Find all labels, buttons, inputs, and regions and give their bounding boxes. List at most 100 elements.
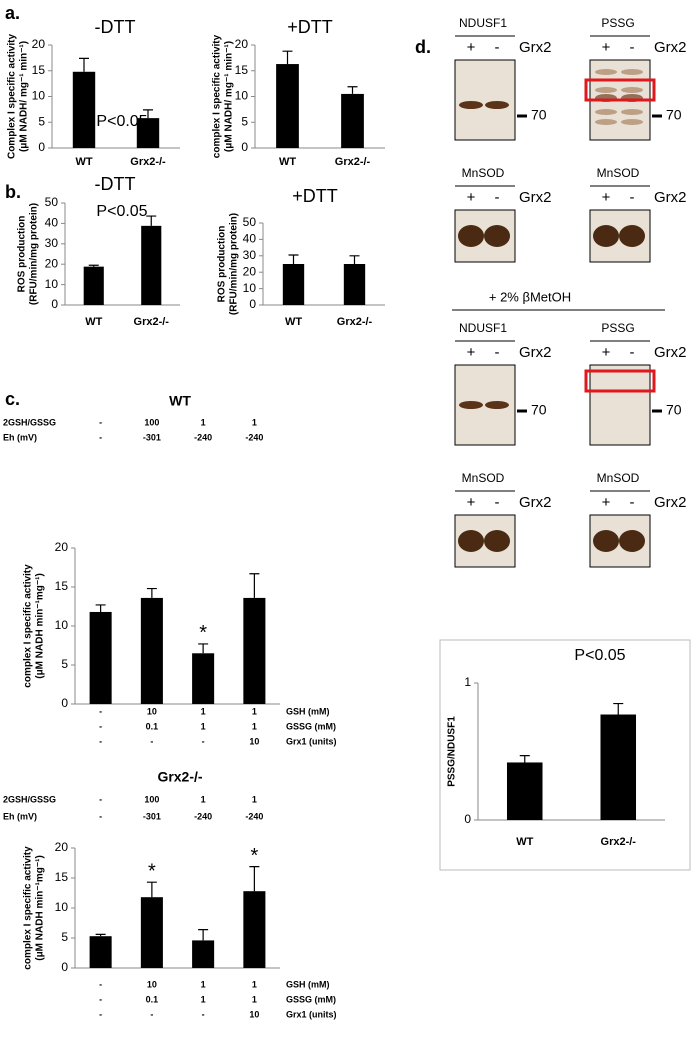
y-axis-label: (RFU/min/mg protein)	[229, 213, 240, 315]
y-tick-label: 0	[61, 696, 68, 710]
lane-label: -	[630, 39, 635, 56]
x-tick-label: Grx2-/-	[337, 316, 373, 328]
chart-title: +DTT	[287, 17, 333, 37]
band	[595, 87, 617, 93]
blot-label: MnSOD	[597, 471, 640, 485]
lane-label: -	[495, 344, 500, 361]
y-tick-label: 20	[243, 264, 257, 278]
y-axis-label: (μM NADH/ mg⁻¹ min⁻¹)	[224, 41, 235, 152]
y-axis-label: PSSG/NDUSF1	[447, 716, 458, 787]
chart-frame	[439, 639, 691, 871]
bar	[89, 611, 112, 704]
lane-label: +	[602, 189, 611, 206]
condition-label: Eh (mV)	[3, 811, 37, 821]
panel-label: d.	[415, 37, 431, 57]
bar	[136, 118, 160, 148]
condition-value: 10	[249, 736, 259, 746]
condition-label: GSSG (mM)	[286, 721, 336, 731]
condition-value: -240	[245, 432, 263, 442]
y-axis-label: (μM NADH/ mg⁻¹ min⁻¹)	[19, 41, 30, 152]
condition-value: 1	[201, 417, 206, 427]
condition-label: Grx1 (units)	[286, 1009, 337, 1019]
condition-value: 1	[252, 979, 257, 989]
error-bar	[249, 866, 260, 892]
error-bar	[95, 933, 106, 937]
band	[621, 87, 643, 93]
condition-value: 100	[144, 417, 159, 427]
lane-label: +	[602, 344, 611, 361]
y-tick-label: 0	[61, 960, 68, 974]
lane-label: -	[630, 344, 635, 361]
bar	[341, 93, 364, 148]
bar	[140, 597, 163, 704]
condition-value: 1	[201, 721, 206, 731]
y-tick-label: 0	[464, 812, 471, 826]
condition-value: -	[99, 794, 102, 804]
lane-label: +	[467, 189, 476, 206]
bar	[192, 940, 215, 968]
band	[485, 401, 509, 409]
band	[458, 225, 484, 247]
highlight-box	[584, 78, 656, 102]
condition-value: -	[99, 994, 102, 1004]
group-label: Grx2	[519, 494, 552, 511]
bar	[243, 597, 266, 704]
condition-value: -301	[143, 811, 161, 821]
condition-value: 10	[249, 1009, 259, 1019]
y-tick-label: 0	[51, 297, 58, 311]
annotation: P<0.05	[574, 647, 625, 664]
lane-label: -	[495, 189, 500, 206]
y-tick-label: 30	[45, 236, 59, 250]
group-label: Grx2	[654, 39, 687, 56]
bar	[83, 266, 104, 305]
y-tick-label: 40	[243, 232, 257, 246]
y-axis-label: ROS production	[217, 226, 228, 303]
error-bar	[198, 929, 209, 941]
y-tick-label: 10	[55, 618, 69, 632]
condition-value: -	[99, 979, 102, 989]
y-tick-label: 50	[45, 195, 59, 209]
x-tick-label: WT	[85, 316, 102, 328]
y-tick-label: 50	[243, 215, 257, 229]
error-bar	[282, 50, 293, 65]
group-label: Grx2	[654, 189, 687, 206]
blot-label: NDUSF1	[459, 321, 507, 335]
bar-label: *	[250, 845, 258, 867]
bar	[192, 653, 215, 704]
condition-value: 100	[144, 794, 159, 804]
treatment-label: + 2% βMetOH	[489, 289, 571, 304]
annotation: P<0.05	[96, 203, 147, 220]
chart-title: +DTT	[292, 186, 338, 206]
lane-label: +	[467, 494, 476, 511]
y-tick-label: 10	[45, 277, 59, 291]
lane-label: +	[467, 344, 476, 361]
error-bar	[288, 254, 299, 264]
y-axis-label: (RFU/min/mg protein)	[29, 203, 40, 305]
condition-value: -	[99, 721, 102, 731]
condition-value: 0.1	[146, 994, 159, 1004]
y-tick-label: 15	[55, 870, 69, 884]
lane-label: +	[467, 39, 476, 56]
band	[595, 109, 617, 115]
band	[458, 530, 484, 552]
y-tick-label: 40	[45, 216, 59, 230]
condition-label: 2GSH/GSSG	[3, 794, 56, 804]
condition-value: -	[99, 1009, 102, 1019]
y-tick-label: 5	[241, 114, 248, 128]
y-tick-label: 15	[32, 63, 46, 77]
blot	[454, 59, 516, 141]
condition-value: 1	[252, 706, 257, 716]
error-bar	[519, 755, 530, 763]
y-axis-label: complex I specific activity	[212, 34, 223, 158]
x-tick-label: WT	[279, 156, 296, 168]
x-tick-label: WT	[285, 316, 302, 328]
x-tick-label: Grx2-/-	[134, 316, 170, 328]
condition-value: -	[99, 432, 102, 442]
condition-value: -	[150, 1009, 153, 1019]
condition-value: 1	[201, 794, 206, 804]
band	[595, 69, 617, 75]
y-tick-label: 0	[38, 140, 45, 154]
error-bar	[95, 604, 106, 612]
condition-label: 2GSH/GSSG	[3, 417, 56, 427]
